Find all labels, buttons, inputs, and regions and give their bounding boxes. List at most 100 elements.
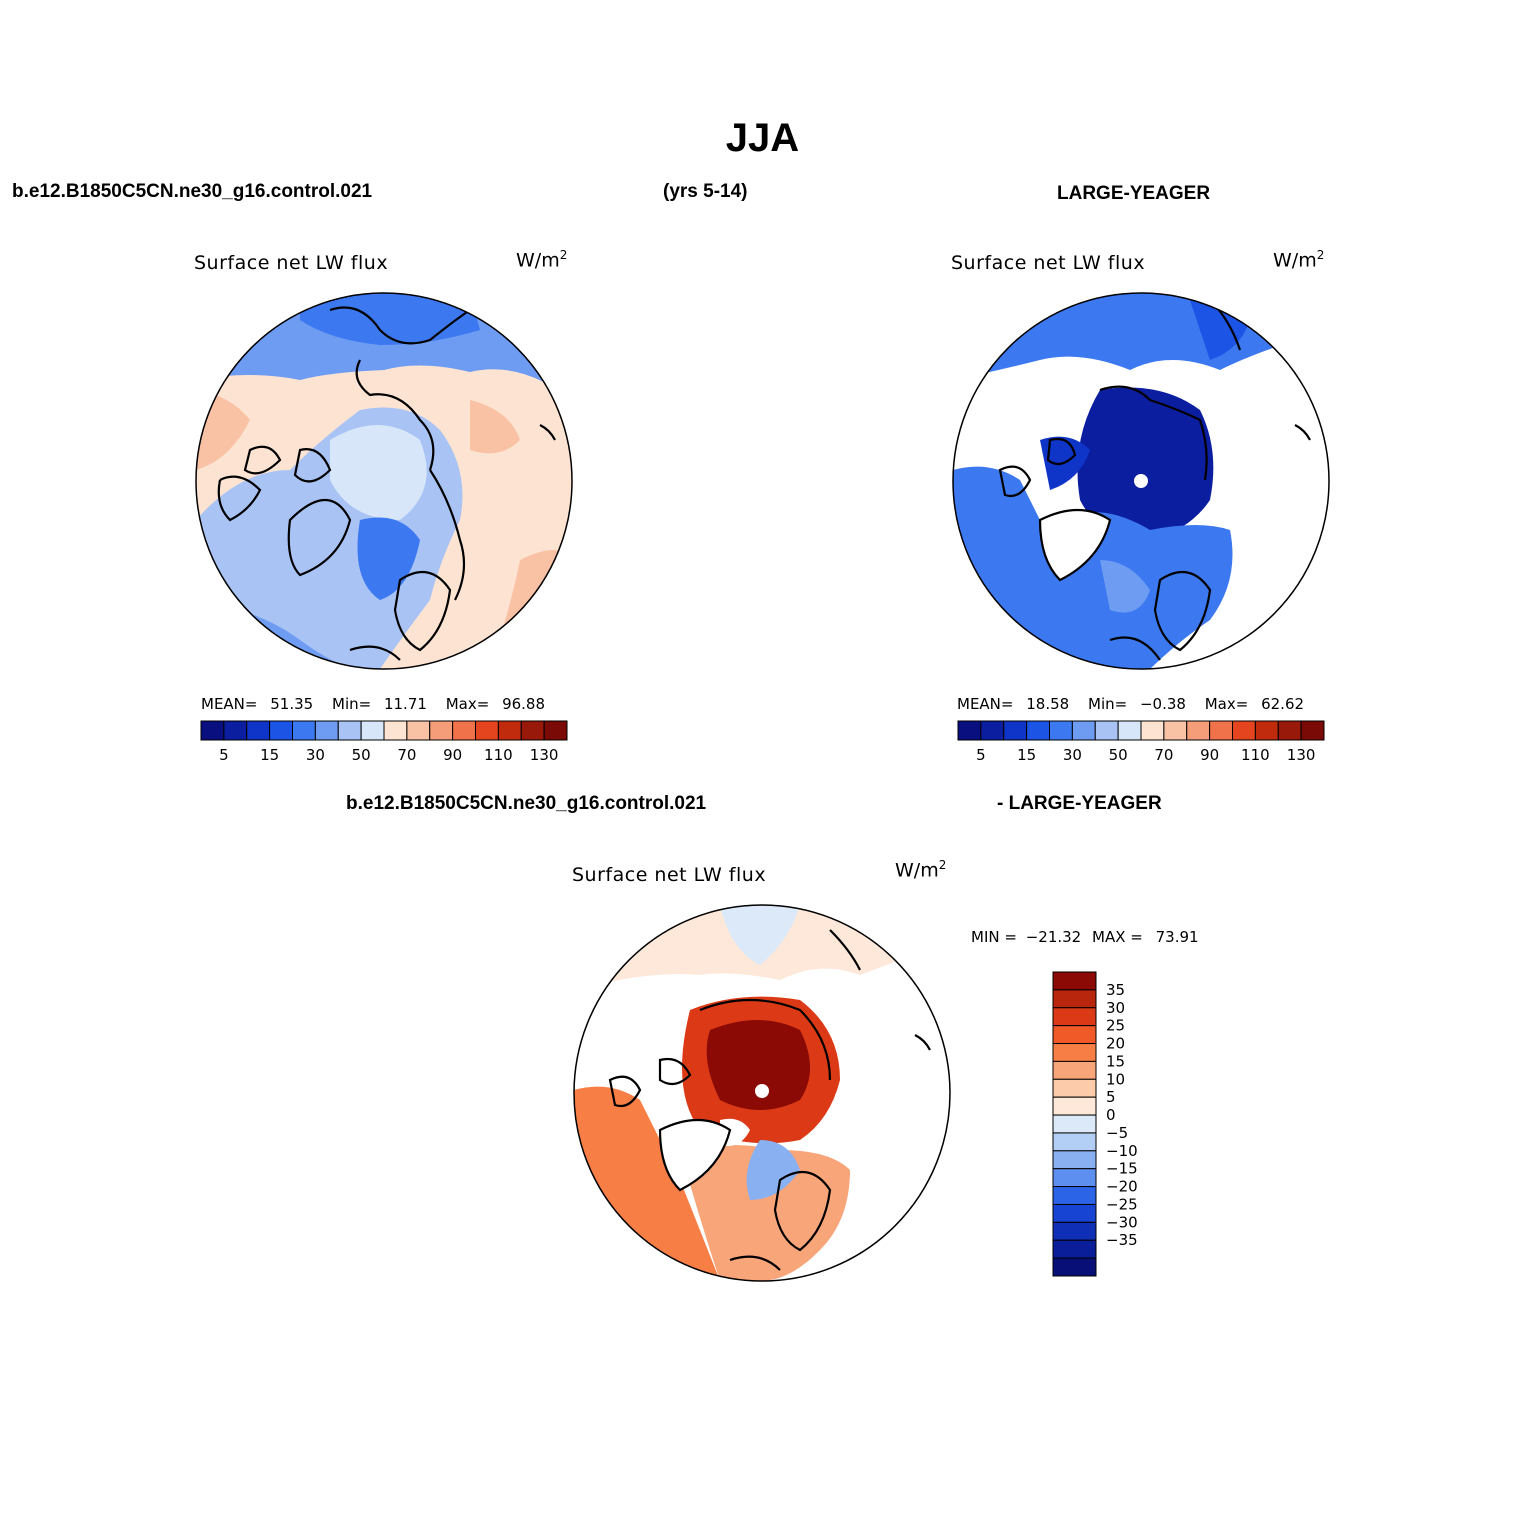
- diff-colorbar-swatch: [1052, 1060, 1097, 1080]
- diff-colorbar-tick-label: 0: [1106, 1106, 1116, 1124]
- panel1-colorbar-tick-label: 50: [352, 746, 371, 764]
- diff-colorbar-swatch: [1052, 1239, 1097, 1259]
- panel1-colorbar-swatch: [497, 720, 522, 741]
- diff-units: W/m2: [895, 858, 947, 882]
- diff-colorbar-tick-label: −5: [1106, 1124, 1128, 1142]
- panel2-colorbar-tick-label: 90: [1200, 746, 1219, 764]
- panel1-colorbar-swatch: [383, 720, 408, 741]
- panel2-colorbar-swatch: [1186, 720, 1211, 741]
- diff-colorbar-swatch: [1052, 1150, 1097, 1170]
- diff-colorbar-swatch: [1052, 1114, 1097, 1134]
- diff-min-label: MIN =: [971, 928, 1017, 946]
- diff-title: Surface net LW flux: [572, 864, 767, 886]
- panel2-colorbar-tick-label: 110: [1241, 746, 1270, 764]
- case1-header: b.e12.B1850C5CN.ne30_g16.control.021: [12, 181, 373, 202]
- panel2-mean-label: MEAN=: [957, 695, 1014, 713]
- panel1-min: 11.71: [383, 695, 427, 713]
- panel1-colorbar-swatch: [543, 720, 568, 741]
- diff-colorbar-tick-label: −10: [1106, 1142, 1138, 1160]
- panel2-mean: 18.58: [1026, 695, 1070, 713]
- diff-case1-header: b.e12.B1850C5CN.ne30_g16.control.021: [346, 793, 707, 814]
- panel1-colorbar-swatch: [292, 720, 316, 741]
- diff-colorbar-swatch: [1052, 1096, 1097, 1116]
- panel2-colorbar-swatch: [1277, 720, 1302, 741]
- panel1-max: 96.88: [502, 695, 546, 713]
- panel2-min-label: Min=: [1088, 695, 1128, 713]
- panel1-map: [196, 293, 572, 669]
- panel2-colorbar-tick-label: 130: [1287, 746, 1316, 764]
- panel2-colorbar-tick-label: 30: [1063, 746, 1082, 764]
- diff-colorbar-tick-label: −15: [1106, 1160, 1138, 1178]
- diff-colorbar-tick-label: 15: [1106, 1052, 1125, 1070]
- panel1-colorbar-swatch: [269, 720, 293, 741]
- panel2-stats: MEAN= 18.58 Min= −0.38 Max= 62.62: [957, 695, 1304, 713]
- panel1-colorbar-tick-label: 130: [530, 746, 559, 764]
- panel1-max-label: Max=: [445, 695, 490, 713]
- diff-case2-header: - LARGE-YEAGER: [997, 793, 1162, 814]
- panel1-colorbar-swatch: [520, 720, 545, 741]
- panel2-min: −0.38: [1139, 695, 1186, 713]
- diff-colorbar-swatch: [1052, 1078, 1097, 1098]
- diff-pole-hole: [755, 1084, 769, 1098]
- panel1-colorbar: 5 15 30 50 70 90 110 130: [200, 720, 568, 764]
- panel1-colorbar-tick-label: 110: [484, 746, 513, 764]
- panel2-colorbar-swatch: [1003, 720, 1028, 741]
- panel2-colorbar-swatch: [980, 720, 1005, 741]
- panel1-map-border: [195, 292, 573, 670]
- panel2-colorbar-swatch: [1232, 720, 1256, 741]
- diff-max-label: MAX =: [1092, 928, 1143, 946]
- panel2-colorbar-tick-label: 15: [1017, 746, 1036, 764]
- panel1-stats: MEAN= 51.35 Min= 11.71 Max= 96.88: [201, 695, 545, 713]
- panel2-colorbar-swatch: [1163, 720, 1188, 741]
- diff-colorbar-tick-label: 10: [1106, 1070, 1125, 1088]
- diff-colorbar-swatch: [1052, 1221, 1097, 1241]
- panel1-colorbar-tick-label: 30: [306, 746, 325, 764]
- panel1-colorbar-swatch: [360, 720, 385, 741]
- panel2-colorbar-swatch: [1026, 720, 1050, 741]
- diff-colorbar-tick-label: 5: [1106, 1088, 1116, 1106]
- panel1-colorbar-swatch: [406, 720, 431, 741]
- panel1-colorbar-swatch: [246, 720, 271, 741]
- diff-colorbar-swatch: [1052, 989, 1097, 1009]
- diff-colorbar-tick-label: −35: [1106, 1231, 1138, 1249]
- diff-colorbar-swatch: [1052, 1203, 1097, 1223]
- panel2-colorbar-swatch: [1071, 720, 1096, 741]
- figure-title: JJA: [725, 116, 800, 160]
- diff-colorbar-tick-label: −30: [1106, 1213, 1138, 1231]
- panel2-max-label: Max=: [1204, 695, 1249, 713]
- panel1-mean: 51.35: [270, 695, 314, 713]
- diff-colorbar-tick-label: 20: [1106, 1035, 1125, 1053]
- panel2-colorbar-tick-label: 5: [976, 746, 986, 764]
- panel1-colorbar-tick-label: 5: [219, 746, 229, 764]
- diff-colorbar-swatch: [1052, 1257, 1097, 1277]
- case2-header: LARGE-YEAGER: [1057, 183, 1211, 204]
- panel1-colorbar-swatch: [429, 720, 454, 741]
- panel2-colorbar-tick-label: 70: [1154, 746, 1173, 764]
- panel1-colorbar-swatch: [475, 720, 499, 741]
- panel1-colorbar-tick-label: 90: [443, 746, 462, 764]
- diff-map-border: [573, 904, 951, 1282]
- panel2-colorbar-tick-label: 50: [1109, 746, 1128, 764]
- diff-max: 73.91: [1155, 928, 1199, 946]
- panel2-pole-hole: [1134, 474, 1148, 488]
- diff-colorbar-tick-label: 30: [1106, 999, 1125, 1017]
- panel2-map-border: [952, 292, 1330, 670]
- panel2-colorbar-swatch: [957, 720, 982, 741]
- panel1-colorbar-swatch: [452, 720, 476, 741]
- panel1-units: W/m2: [516, 248, 568, 272]
- panel2-colorbar-swatch: [1140, 720, 1165, 741]
- panel2-title: Surface net LW flux: [951, 252, 1146, 274]
- panel1-min-label: Min=: [332, 695, 372, 713]
- panel2-colorbar-swatch: [1254, 720, 1279, 741]
- diff-colorbar-swatch: [1052, 1186, 1097, 1205]
- panel2-colorbar: 5 15 30 50 70 90 110 130: [957, 720, 1325, 764]
- panel2-colorbar-swatch: [1300, 720, 1325, 741]
- diff-colorbar-swatch: [1052, 1007, 1097, 1027]
- panel2-max: 62.62: [1261, 695, 1305, 713]
- panel2-colorbar-swatch: [1094, 720, 1119, 741]
- panel2-colorbar-swatch: [1049, 720, 1073, 741]
- diff-min: −21.32: [1025, 928, 1082, 946]
- panel1-colorbar-swatch: [223, 720, 248, 741]
- panel2-colorbar-swatch: [1209, 720, 1233, 741]
